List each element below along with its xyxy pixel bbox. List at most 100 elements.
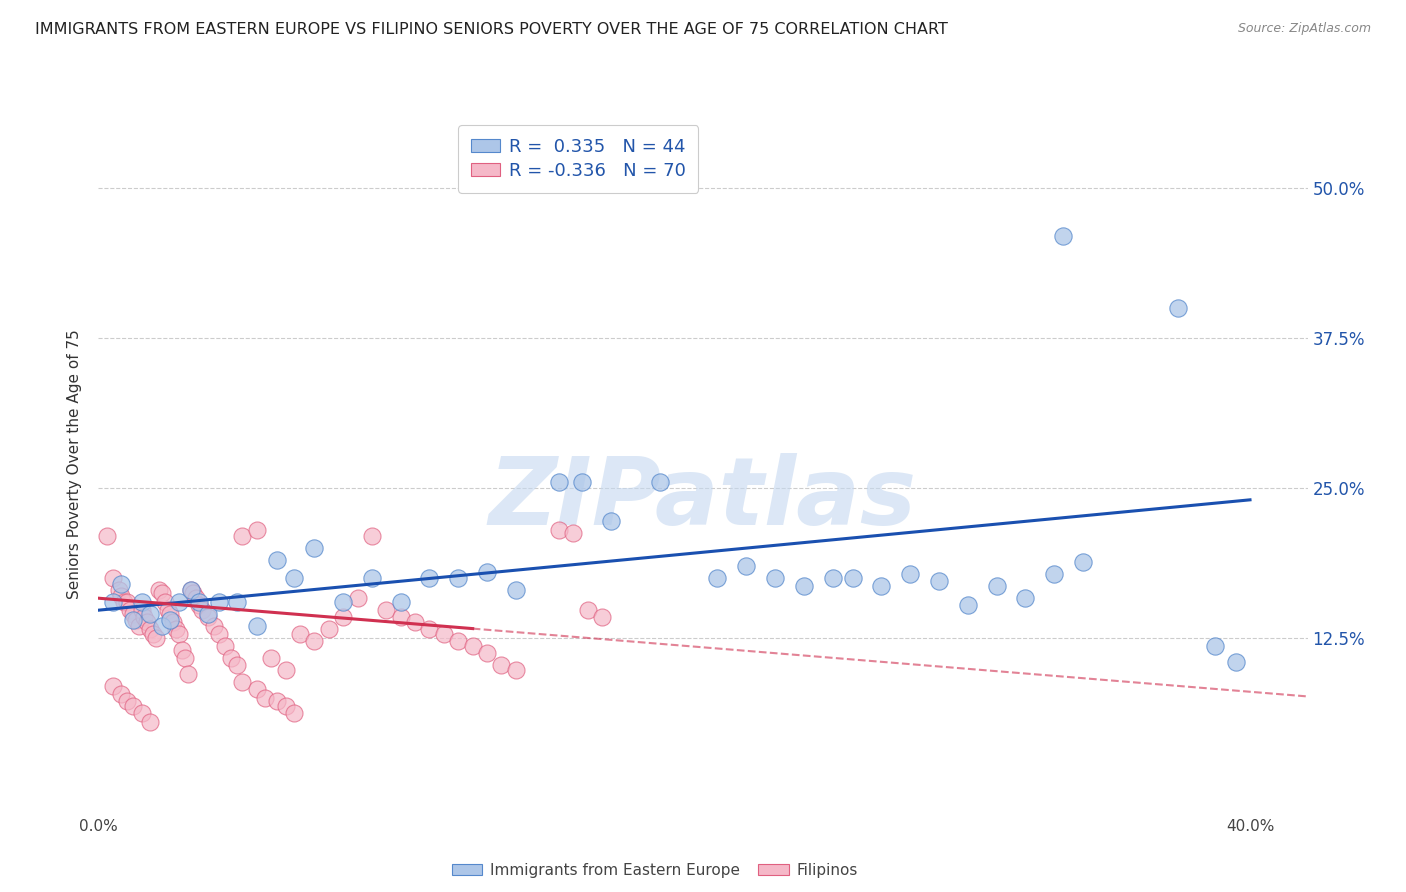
Point bbox=[131, 595, 153, 609]
Point bbox=[433, 627, 456, 641]
Point bbox=[122, 607, 145, 621]
Point bbox=[870, 579, 893, 593]
Point bbox=[274, 663, 297, 677]
Point bbox=[548, 523, 571, 537]
Point bbox=[101, 679, 124, 693]
Point bbox=[183, 586, 205, 600]
Point bbox=[260, 651, 283, 665]
Point bbox=[418, 623, 440, 637]
Point bbox=[304, 634, 326, 648]
Point bbox=[735, 558, 758, 573]
Point bbox=[128, 619, 150, 633]
Point bbox=[162, 615, 184, 630]
Point bbox=[148, 582, 170, 597]
Point bbox=[101, 571, 124, 585]
Point bbox=[165, 623, 187, 637]
Point bbox=[505, 582, 527, 597]
Point bbox=[176, 666, 198, 681]
Point bbox=[225, 595, 247, 609]
Point bbox=[153, 595, 176, 609]
Point bbox=[125, 613, 148, 627]
Text: Source: ZipAtlas.com: Source: ZipAtlas.com bbox=[1237, 22, 1371, 36]
Text: ZIPatlas: ZIPatlas bbox=[489, 452, 917, 545]
Point bbox=[96, 529, 118, 543]
Point bbox=[131, 603, 153, 617]
Point bbox=[246, 619, 269, 633]
Point bbox=[389, 595, 412, 609]
Legend: Immigrants from Eastern Europe, Filipinos: Immigrants from Eastern Europe, Filipino… bbox=[446, 857, 863, 884]
Point bbox=[648, 475, 671, 489]
Point bbox=[142, 627, 165, 641]
Point bbox=[122, 699, 145, 714]
Point bbox=[1071, 555, 1094, 569]
Point bbox=[274, 699, 297, 714]
Point bbox=[156, 603, 179, 617]
Point bbox=[706, 571, 728, 585]
Point bbox=[571, 475, 593, 489]
Point bbox=[107, 582, 129, 597]
Point bbox=[225, 658, 247, 673]
Point bbox=[122, 613, 145, 627]
Point bbox=[246, 682, 269, 697]
Point bbox=[288, 627, 311, 641]
Point bbox=[404, 615, 426, 630]
Point bbox=[150, 586, 173, 600]
Point bbox=[159, 607, 181, 621]
Point bbox=[186, 591, 208, 606]
Point bbox=[197, 610, 219, 624]
Point bbox=[375, 603, 398, 617]
Point bbox=[139, 607, 162, 621]
Point bbox=[599, 515, 621, 529]
Y-axis label: Seniors Poverty Over the Age of 75: Seniors Poverty Over the Age of 75 bbox=[67, 329, 83, 599]
Point bbox=[112, 595, 135, 609]
Point bbox=[188, 595, 211, 609]
Point bbox=[447, 634, 470, 648]
Point bbox=[266, 553, 288, 567]
Point bbox=[332, 610, 354, 624]
Point bbox=[418, 571, 440, 585]
Point bbox=[110, 576, 132, 591]
Point bbox=[986, 579, 1008, 593]
Point bbox=[150, 619, 173, 633]
Point bbox=[447, 571, 470, 585]
Text: IMMIGRANTS FROM EASTERN EUROPE VS FILIPINO SENIORS POVERTY OVER THE AGE OF 75 CO: IMMIGRANTS FROM EASTERN EUROPE VS FILIPI… bbox=[35, 22, 948, 37]
Point bbox=[231, 529, 253, 543]
Point bbox=[188, 599, 211, 613]
Point bbox=[167, 595, 190, 609]
Point bbox=[145, 631, 167, 645]
Point bbox=[1043, 567, 1066, 582]
Point bbox=[763, 571, 786, 585]
Point bbox=[197, 607, 219, 621]
Point bbox=[576, 603, 599, 617]
Point bbox=[120, 603, 142, 617]
Point bbox=[191, 603, 214, 617]
Point bbox=[139, 714, 162, 729]
Point bbox=[505, 663, 527, 677]
Point bbox=[841, 571, 863, 585]
Point bbox=[115, 694, 138, 708]
Point bbox=[1225, 655, 1247, 669]
Point bbox=[180, 582, 202, 597]
Point bbox=[136, 615, 159, 630]
Point bbox=[167, 627, 190, 641]
Point bbox=[283, 571, 305, 585]
Point bbox=[318, 623, 340, 637]
Point bbox=[110, 687, 132, 701]
Point bbox=[159, 613, 181, 627]
Point bbox=[475, 646, 498, 660]
Point bbox=[346, 591, 368, 606]
Point bbox=[928, 574, 950, 589]
Point bbox=[266, 694, 288, 708]
Point bbox=[898, 567, 921, 582]
Point bbox=[134, 610, 156, 624]
Point bbox=[548, 475, 571, 489]
Point bbox=[131, 706, 153, 721]
Point bbox=[1167, 301, 1189, 315]
Point bbox=[139, 623, 162, 637]
Point bbox=[231, 675, 253, 690]
Point bbox=[562, 526, 585, 541]
Point bbox=[1204, 639, 1226, 653]
Point bbox=[115, 595, 138, 609]
Point bbox=[202, 619, 225, 633]
Point bbox=[361, 571, 384, 585]
